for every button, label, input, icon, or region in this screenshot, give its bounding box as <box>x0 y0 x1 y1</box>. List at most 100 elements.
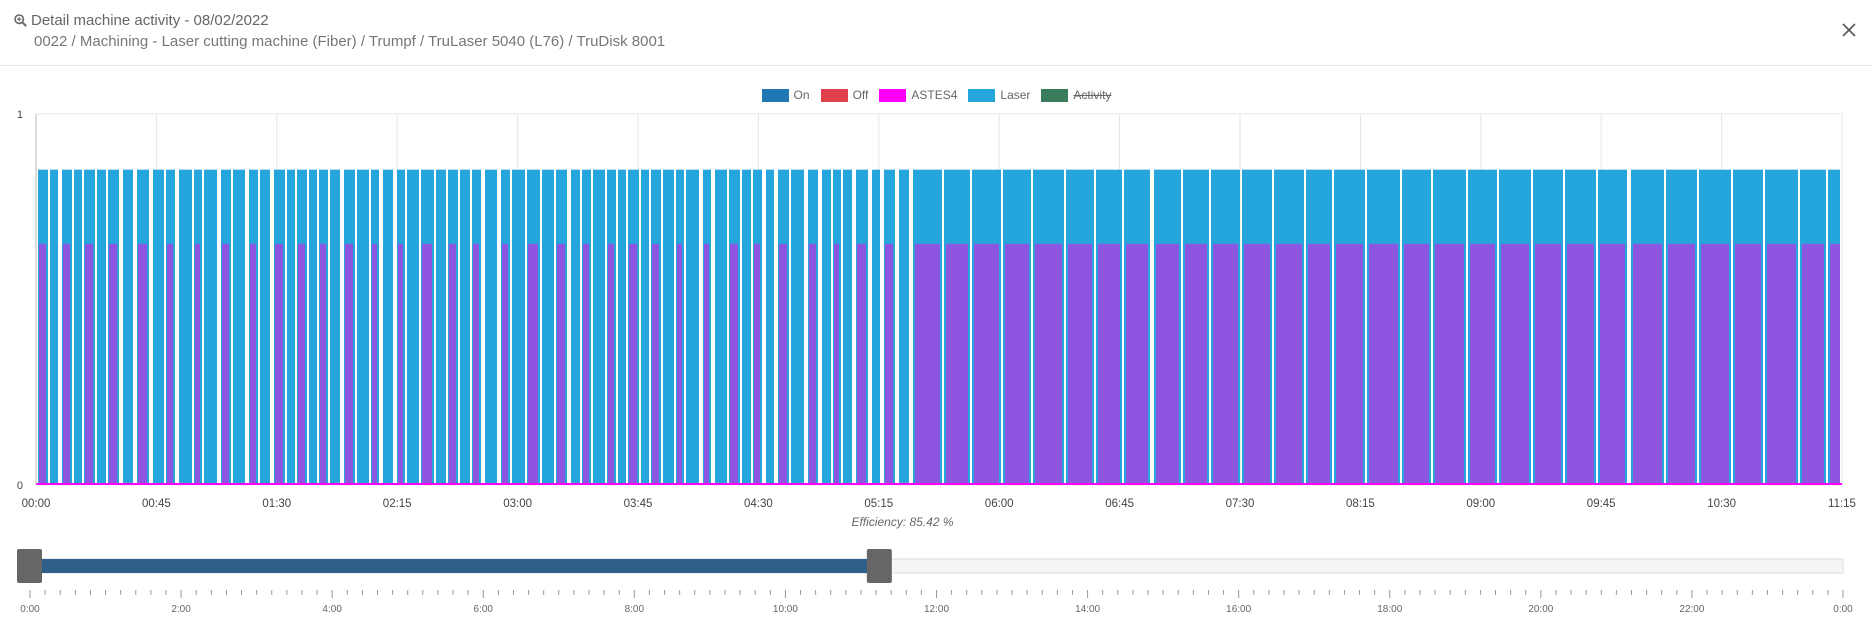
scale-label: 6:00 <box>474 604 494 615</box>
astes4-bar <box>1470 243 1495 485</box>
laser-bar <box>766 169 774 485</box>
astes4-bar <box>275 243 283 485</box>
laser-bar <box>97 169 106 485</box>
activity-chart: 1 0 00:00 00:45 01:30 02:15 03:00 03:45 04:30 05:… <box>17 109 1856 510</box>
astes4-bar <box>250 243 256 485</box>
astes4-bar <box>1830 243 1840 485</box>
laser-bar <box>822 169 831 485</box>
scale-label: 8:00 <box>625 604 645 615</box>
astes4-bar <box>372 243 377 485</box>
close-icon[interactable] <box>1839 20 1859 40</box>
astes4-bar <box>345 243 353 485</box>
laser-bar <box>330 169 340 485</box>
astes4-bar <box>608 243 614 485</box>
astes4-bar <box>528 243 538 485</box>
laser-bar <box>357 169 369 485</box>
laser-bar <box>287 169 295 485</box>
x-tick-label: 05:15 <box>864 498 893 510</box>
legend-label: Off <box>852 88 869 102</box>
astes4-bar <box>1068 243 1092 485</box>
astes4-bar <box>167 243 173 485</box>
legend-swatch <box>761 88 789 102</box>
astes4-bar <box>946 243 968 485</box>
slider-selection[interactable] <box>30 559 880 573</box>
astes4-bar <box>1098 243 1120 485</box>
dialog-header: Detail machine activity - 08/02/2022 002… <box>0 0 1873 66</box>
laser-bar <box>485 169 497 485</box>
astes4-bar <box>1802 243 1824 485</box>
astes4-bar <box>1701 243 1729 485</box>
machine-path: 0022 / Machining - Laser cutting machine… <box>34 33 666 50</box>
astes4-bar <box>1005 243 1029 485</box>
astes4-bar <box>1735 243 1761 485</box>
laser-bar <box>407 169 419 485</box>
laser-bar <box>74 169 82 485</box>
astes4-bar <box>1308 243 1330 485</box>
x-tick-label: 10:30 <box>1707 498 1736 510</box>
scale-label: 2:00 <box>171 604 191 615</box>
legend-label: On <box>793 88 810 102</box>
astes4-bar <box>39 243 46 485</box>
scale-label: 18:00 <box>1377 604 1402 615</box>
astes4-bar <box>915 243 940 485</box>
slider-handle-start[interactable] <box>17 549 42 583</box>
laser-bar <box>460 169 470 485</box>
astes4-series <box>39 243 1840 485</box>
astes4-bar <box>974 243 999 485</box>
laser-bar <box>50 169 58 485</box>
legend-label: Laser <box>1000 88 1031 102</box>
legend-item-astes4[interactable]: ASTES4 <box>879 88 957 102</box>
legend-label: Activity <box>1073 88 1112 102</box>
astes4-bar <box>1404 243 1429 485</box>
x-tick-label: 00:45 <box>142 498 171 510</box>
astes4-bar <box>809 243 816 485</box>
astes4-bar <box>1185 243 1207 485</box>
legend-item-activity[interactable]: Activity <box>1041 88 1111 102</box>
astes4-bar <box>63 243 70 485</box>
astes4-bar <box>1126 243 1148 485</box>
x-tick-label: 00:00 <box>22 498 51 510</box>
legend-item-on[interactable]: On <box>761 88 810 102</box>
astes4-bar <box>298 243 305 485</box>
astes4-bar <box>1435 243 1464 485</box>
laser-bar <box>791 169 804 485</box>
legend-swatch <box>1041 88 1069 102</box>
slider-handle-end[interactable] <box>866 549 892 583</box>
legend-swatch <box>820 88 848 102</box>
astes4-bar <box>449 243 456 485</box>
time-range-slider[interactable]: 0:00 2:00 4:00 6:00 8:00 10:00 12:00 14:00 16:00… <box>0 532 1873 628</box>
astes4-bar <box>473 243 479 485</box>
y-tick-label: 1 <box>17 109 23 121</box>
astes4-bar <box>1501 243 1529 485</box>
legend-swatch <box>968 88 996 102</box>
laser-bar <box>899 169 909 485</box>
legend-item-off[interactable]: Off <box>820 88 869 102</box>
astes4-bar <box>583 243 589 485</box>
laser-bar <box>641 169 649 485</box>
legend-label: ASTES4 <box>911 88 958 102</box>
laser-bar <box>179 169 192 485</box>
scale-label: 14:00 <box>1075 604 1100 615</box>
laser-bar <box>260 169 270 485</box>
x-tick-label: 11:15 <box>1828 498 1856 510</box>
laser-bar <box>123 169 133 485</box>
laser-bar <box>383 169 393 485</box>
astes4-bar <box>857 243 866 485</box>
legend-item-laser[interactable]: Laser <box>968 88 1030 102</box>
laser-bar <box>618 169 626 485</box>
astes4-bar <box>422 243 432 485</box>
y-tick-label: 0 <box>17 480 23 492</box>
x-tick-label: 07:30 <box>1226 498 1255 510</box>
laser-bar <box>663 169 674 485</box>
x-tick-label: 03:00 <box>503 498 532 510</box>
astes4-bar <box>704 243 709 485</box>
astes4-bar <box>730 243 738 485</box>
laser-bar <box>843 169 852 485</box>
astes4-bar <box>1035 243 1062 485</box>
astes4-bar <box>1213 243 1238 485</box>
astes4-bar <box>1369 243 1398 485</box>
x-tick-label: 02:15 <box>383 498 412 510</box>
astes4-bar <box>754 243 760 485</box>
astes4-bar <box>222 243 229 485</box>
astes4-bar <box>1156 243 1179 485</box>
